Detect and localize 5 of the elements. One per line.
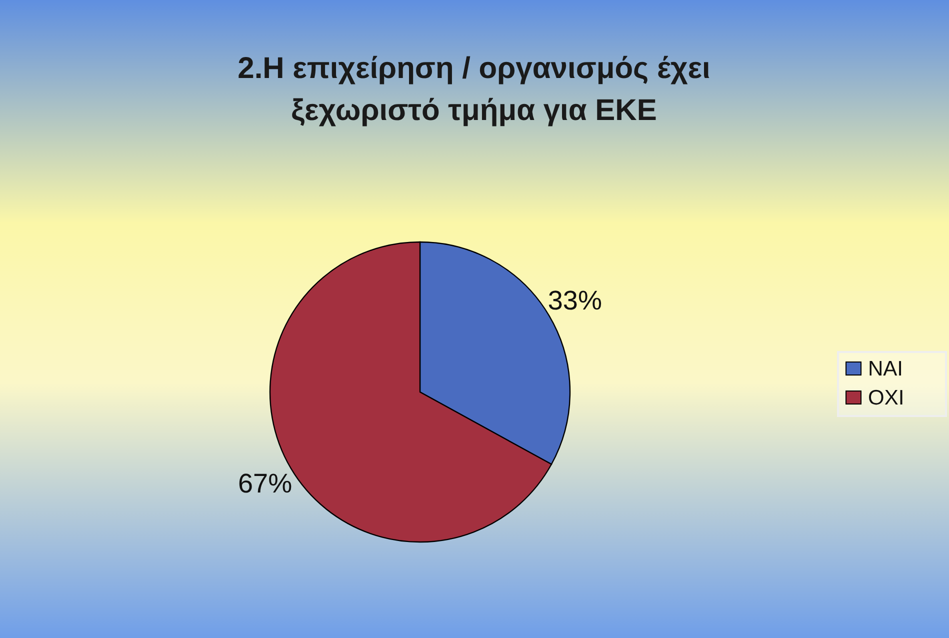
legend-label: ΟΧΙ xyxy=(868,386,904,410)
chart-title: 2.Η επιχείρηση / οργανισμός έχει ξεχωριστό τμήμα για ΕΚΕ xyxy=(238,52,710,127)
data-label: 33% xyxy=(548,285,602,316)
legend-label: ΝΑΙ xyxy=(868,358,904,380)
data-label: 67% xyxy=(238,468,292,499)
